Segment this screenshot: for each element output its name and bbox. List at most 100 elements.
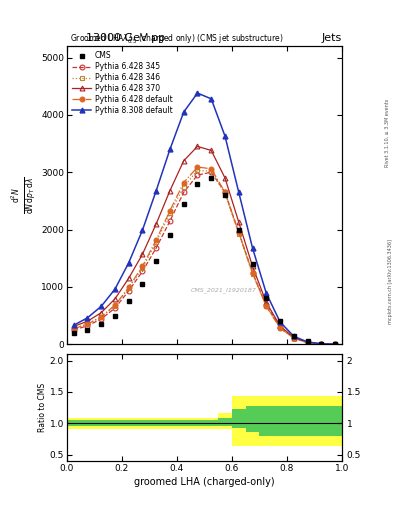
Pythia 6.428 370 <box>72 324 76 330</box>
Pythia 6.428 346 <box>99 314 104 321</box>
Pythia 6.428 346 <box>222 191 227 197</box>
X-axis label: groomed LHA (charged-only): groomed LHA (charged-only) <box>134 477 275 487</box>
Pythia 6.428 370 <box>222 175 227 181</box>
Pythia 8.308 default <box>209 96 214 102</box>
Pythia 6.428 default <box>278 325 283 331</box>
Line: Pythia 6.428 default: Pythia 6.428 default <box>71 165 338 347</box>
Pythia 6.428 370 <box>85 318 90 324</box>
Pythia 6.428 370 <box>292 334 296 340</box>
Pythia 6.428 default <box>264 303 269 309</box>
Pythia 6.428 345 <box>168 218 173 224</box>
Pythia 8.308 default <box>237 189 241 196</box>
CMS <box>319 340 324 347</box>
Pythia 6.428 346 <box>127 285 131 291</box>
CMS <box>113 312 118 318</box>
Pythia 6.428 370 <box>195 143 200 150</box>
Pythia 8.308 default <box>85 315 90 321</box>
Pythia 6.428 default <box>222 189 227 196</box>
Y-axis label: Ratio to CMS: Ratio to CMS <box>38 383 47 432</box>
Pythia 8.308 default <box>127 260 131 266</box>
Pythia 6.428 346 <box>264 303 269 309</box>
Pythia 6.428 346 <box>305 339 310 346</box>
Pythia 6.428 default <box>182 180 186 186</box>
CMS <box>292 332 296 338</box>
CMS <box>154 258 159 264</box>
Pythia 6.428 346 <box>250 271 255 277</box>
CMS <box>140 281 145 287</box>
Pythia 8.308 default <box>168 146 173 153</box>
Pythia 6.428 370 <box>113 296 118 302</box>
Pythia 6.428 345 <box>72 327 76 333</box>
Pythia 8.308 default <box>154 187 159 194</box>
CMS <box>305 338 310 345</box>
CMS <box>127 298 131 304</box>
Pythia 6.428 346 <box>168 210 173 217</box>
Pythia 8.308 default <box>319 341 324 347</box>
Pythia 6.428 345 <box>182 189 186 196</box>
Text: mcplots.cern.ch [arXiv:1306.3436]: mcplots.cern.ch [arXiv:1306.3436] <box>388 239 393 324</box>
Pythia 6.428 346 <box>333 341 338 347</box>
Pythia 6.428 default <box>333 341 338 347</box>
Pythia 6.428 370 <box>319 341 324 347</box>
Pythia 6.428 345 <box>113 305 118 311</box>
Pythia 6.428 default <box>292 335 296 342</box>
Pythia 6.428 370 <box>278 323 283 329</box>
CMS <box>85 327 90 333</box>
Pythia 6.428 345 <box>278 324 283 330</box>
Line: CMS: CMS <box>71 176 338 347</box>
Pythia 6.428 346 <box>195 167 200 174</box>
Pythia 8.308 default <box>99 303 104 309</box>
Pythia 8.308 default <box>182 109 186 115</box>
Pythia 6.428 370 <box>264 300 269 306</box>
Pythia 8.308 default <box>278 319 283 325</box>
Pythia 8.308 default <box>250 245 255 251</box>
Pythia 6.428 370 <box>99 310 104 316</box>
Text: Rivet 3.1.10, ≥ 3.3M events: Rivet 3.1.10, ≥ 3.3M events <box>385 99 389 167</box>
Pythia 6.428 345 <box>154 245 159 251</box>
Pythia 8.308 default <box>333 341 338 347</box>
Legend: CMS, Pythia 6.428 345, Pythia 6.428 346, Pythia 6.428 370, Pythia 6.428 default,: CMS, Pythia 6.428 345, Pythia 6.428 346,… <box>71 50 174 117</box>
Pythia 6.428 370 <box>140 251 145 257</box>
CMS <box>72 330 76 336</box>
Pythia 6.428 345 <box>264 302 269 308</box>
Y-axis label: $\mathrm{d}^2N$
$\overline{\mathrm{d}N\,\mathrm{d}p_T\,\mathrm{d}\lambda}$: $\mathrm{d}^2N$ $\overline{\mathrm{d}N\,… <box>10 176 38 214</box>
Line: Pythia 6.428 370: Pythia 6.428 370 <box>71 144 338 347</box>
Line: Pythia 6.428 346: Pythia 6.428 346 <box>71 168 338 347</box>
Pythia 6.428 370 <box>154 221 159 227</box>
Pythia 6.428 345 <box>140 268 145 274</box>
Pythia 6.428 345 <box>250 269 255 275</box>
Pythia 6.428 346 <box>182 183 186 189</box>
CMS <box>195 181 200 187</box>
Pythia 8.308 default <box>222 133 227 139</box>
Pythia 8.308 default <box>292 333 296 339</box>
Pythia 6.428 370 <box>333 341 338 347</box>
Pythia 8.308 default <box>113 286 118 292</box>
CMS <box>333 341 338 347</box>
Pythia 6.428 346 <box>209 168 214 174</box>
Pythia 6.428 346 <box>140 265 145 271</box>
Pythia 6.428 370 <box>209 147 214 154</box>
CMS <box>99 321 104 327</box>
CMS <box>250 261 255 267</box>
Pythia 6.428 default <box>154 237 159 243</box>
Pythia 6.428 345 <box>195 172 200 178</box>
Pythia 6.428 345 <box>209 169 214 175</box>
Text: CMS_2021_I1920187: CMS_2021_I1920187 <box>191 288 257 293</box>
Pythia 6.428 346 <box>85 321 90 327</box>
Pythia 6.428 default <box>195 164 200 170</box>
Text: 13000 GeV pp: 13000 GeV pp <box>86 33 165 44</box>
Pythia 6.428 default <box>113 302 118 308</box>
Text: Groomed LHA$\lambda^1_{0.5}$ (charged only) (CMS jet substructure): Groomed LHA$\lambda^1_{0.5}$ (charged on… <box>70 31 283 46</box>
Pythia 6.428 370 <box>237 219 241 225</box>
Pythia 6.428 346 <box>292 335 296 342</box>
CMS <box>182 201 186 207</box>
Pythia 6.428 370 <box>250 263 255 269</box>
Pythia 6.428 default <box>250 270 255 276</box>
Pythia 6.428 default <box>319 341 324 347</box>
Line: Pythia 8.308 default: Pythia 8.308 default <box>71 91 338 347</box>
Pythia 6.428 default <box>85 321 90 327</box>
Pythia 6.428 default <box>99 314 104 320</box>
Pythia 6.428 default <box>168 207 173 214</box>
Pythia 6.428 346 <box>237 230 241 237</box>
Pythia 6.428 default <box>209 166 214 172</box>
